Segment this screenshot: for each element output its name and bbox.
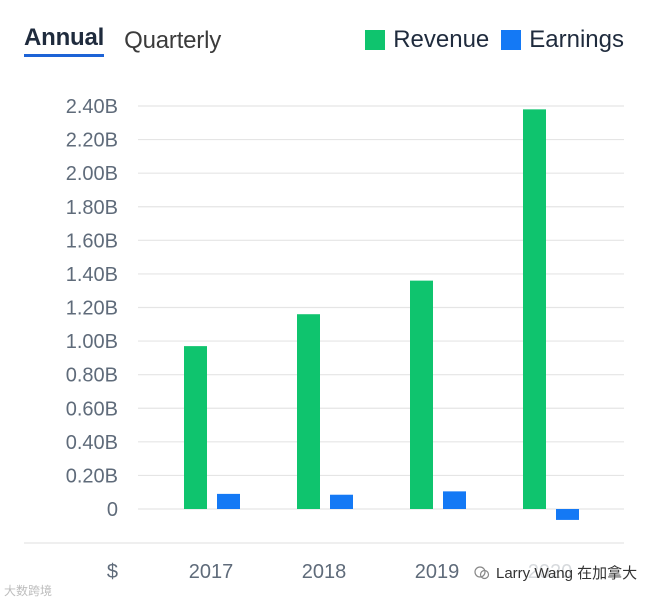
watermark-right: Larry Wang 在加拿大: [470, 562, 642, 583]
tab-quarterly[interactable]: Quarterly: [124, 27, 222, 54]
y-tick-label: 1.60B: [66, 230, 118, 252]
bar-revenue-2019[interactable]: [410, 280, 433, 509]
earnings-swatch: [501, 30, 522, 50]
watermark-right-text: Larry Wang 在加拿大: [496, 565, 638, 582]
currency-symbol: $: [107, 561, 118, 583]
legend-item-revenue[interactable]: Revenue: [365, 26, 489, 54]
y-axis-ticks: 2.40B 2.20B 2.00B 1.80B 1.60B 1.40B 1.20B 1.00B…: [66, 96, 118, 521]
revenue-swatch: [365, 30, 386, 50]
y-tick-label: 1.20B: [66, 298, 118, 320]
bars: [184, 109, 579, 520]
y-tick-label: 0.20B: [66, 465, 118, 487]
legend-label-revenue: Revenue: [393, 26, 490, 53]
legend-label-earnings: Earnings: [529, 26, 624, 53]
x-tick-label: 2017: [189, 561, 234, 583]
period-tabs: Annual Quarterly: [24, 24, 221, 57]
y-tick-label: 1.40B: [66, 264, 118, 286]
bar-earnings-2017[interactable]: [217, 493, 240, 509]
bar-earnings-2020[interactable]: [556, 509, 579, 520]
wechat-icon: [474, 565, 490, 579]
watermark-left: 大数跨境: [4, 584, 53, 598]
bar-revenue-2017[interactable]: [184, 346, 207, 509]
y-tick-label: 0: [107, 499, 118, 521]
bar-earnings-2018[interactable]: [330, 494, 353, 509]
bar-revenue-2020[interactable]: [523, 109, 546, 509]
y-tick-label: 2.00B: [66, 163, 118, 185]
bar-earnings-2019[interactable]: [443, 491, 466, 509]
y-tick-label: 0.40B: [66, 432, 118, 454]
bar-revenue-2018[interactable]: [297, 314, 320, 509]
x-tick-label: 2019: [415, 561, 460, 583]
y-tick-label: 1.00B: [66, 331, 118, 353]
y-tick-label: 0.80B: [66, 365, 118, 387]
chart-legend: Revenue Earnings: [365, 26, 624, 54]
y-tick-label: 0.60B: [66, 398, 118, 420]
y-tick-label: 1.80B: [66, 197, 118, 219]
legend-item-earnings[interactable]: Earnings: [501, 26, 624, 54]
tab-annual[interactable]: Annual: [24, 24, 104, 57]
x-tick-label: 2018: [302, 561, 347, 583]
y-tick-label: 2.20B: [66, 130, 118, 152]
y-tick-label: 2.40B: [66, 96, 118, 118]
